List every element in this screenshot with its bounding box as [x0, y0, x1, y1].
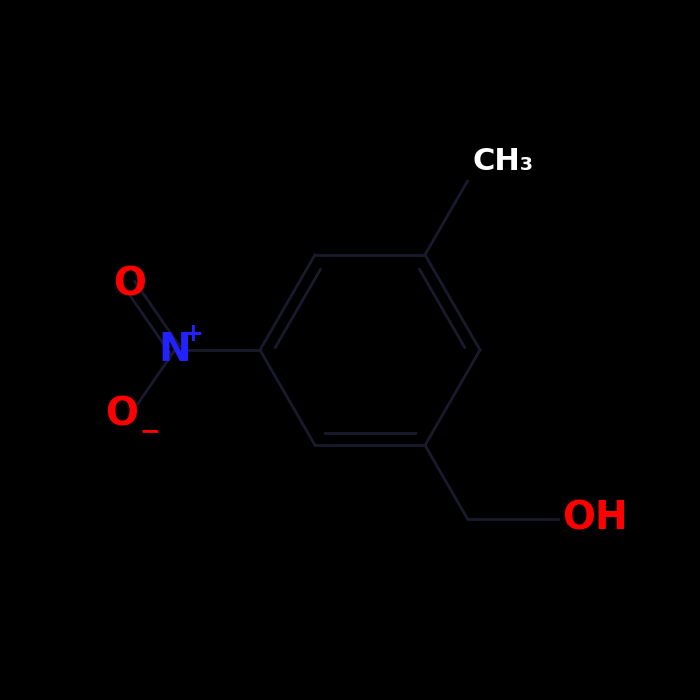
- Text: O: O: [106, 396, 139, 434]
- Text: −: −: [139, 419, 160, 443]
- Text: O: O: [113, 266, 146, 304]
- Text: CH₃: CH₃: [473, 147, 533, 176]
- Text: +: +: [183, 322, 204, 346]
- Text: OH: OH: [563, 500, 628, 538]
- Text: N: N: [159, 331, 191, 369]
